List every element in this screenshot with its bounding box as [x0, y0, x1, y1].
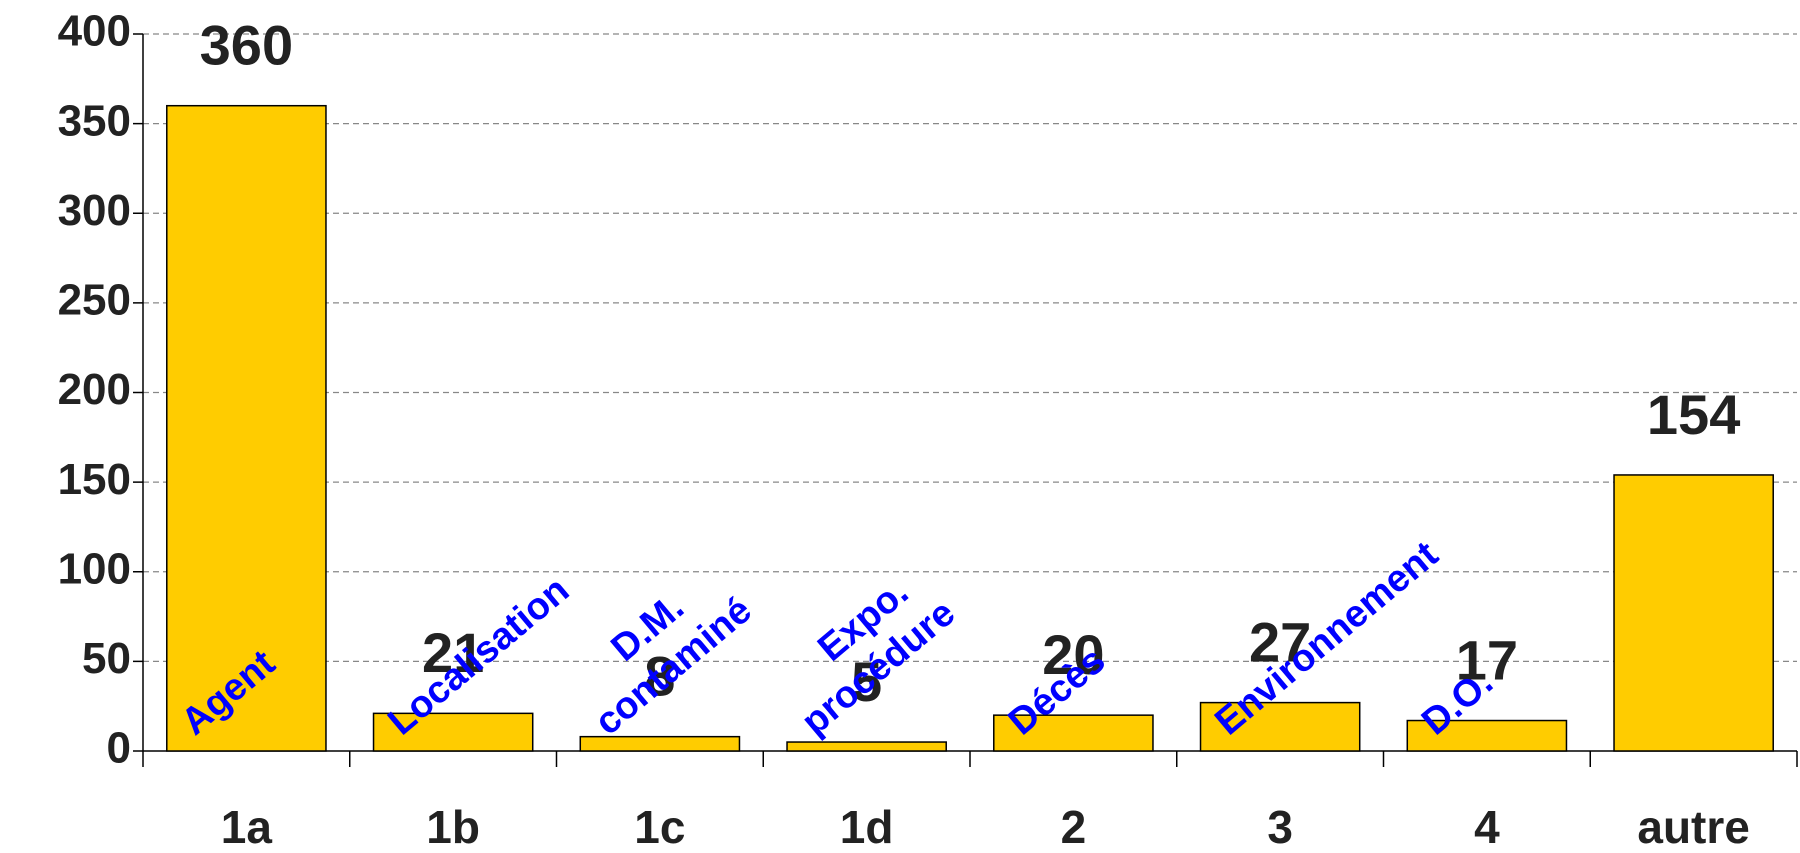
data-label: 20 [1042, 623, 1104, 686]
x-tick-label: 1a [221, 801, 273, 853]
bar [786, 741, 947, 752]
y-tick-label: 50 [82, 634, 131, 683]
bar [166, 104, 327, 752]
x-tick-label: autre [1637, 801, 1749, 853]
y-tick-label: 150 [58, 455, 131, 504]
y-tick-label: 300 [58, 186, 131, 235]
y-tick-label: 100 [58, 544, 131, 593]
y-tick-label: 350 [58, 96, 131, 145]
data-label: 5 [851, 650, 882, 713]
bar [1613, 474, 1774, 752]
data-label: 360 [200, 13, 293, 76]
bar [993, 714, 1154, 752]
y-tick-label: 0 [107, 724, 131, 773]
data-label: 8 [644, 644, 675, 707]
data-label: 154 [1647, 383, 1740, 446]
data-label: 17 [1456, 628, 1518, 691]
bar [372, 712, 534, 752]
x-tick-label: 1d [840, 801, 894, 853]
data-label: 21 [422, 621, 484, 684]
bar [1199, 701, 1361, 752]
x-tick-label: 3 [1267, 801, 1293, 853]
x-tick-label: 2 [1061, 801, 1087, 853]
y-tick-label: 200 [58, 365, 131, 414]
x-tick-label: 1b [426, 801, 480, 853]
data-label: 27 [1249, 610, 1311, 673]
x-tick-label: 1c [634, 801, 685, 853]
bar [1406, 719, 1568, 752]
y-tick-label: 400 [58, 7, 131, 56]
y-tick-label: 250 [58, 276, 131, 325]
x-tick-label: 4 [1474, 801, 1500, 853]
bar [579, 735, 741, 752]
